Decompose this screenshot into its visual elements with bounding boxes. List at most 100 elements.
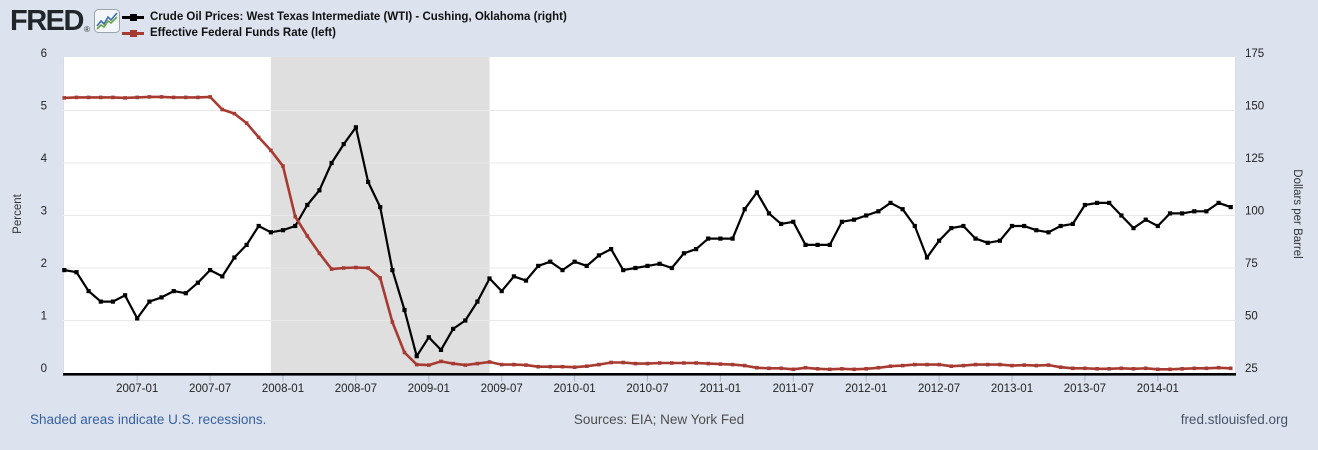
fedfunds-series-marker [1216,365,1221,370]
fedfunds-series-marker [560,364,565,369]
sources-text: Sources: EIA; New York Fed [573,412,745,427]
fedfunds-series-marker [62,96,67,100]
recession-note-text: Shaded areas indicate U.S. recessions. [30,412,267,427]
wti-series-marker [1167,211,1173,216]
wti-series-marker [62,268,67,273]
wti-series-marker [268,230,273,235]
legend-label-wti: Crude Oil Prices: West Texas Intermediat… [150,11,567,23]
right-axis-tick-label: 50 [1245,311,1258,323]
fedfunds-series-marker [305,234,310,238]
x-tick-label: 2007-07 [189,383,231,395]
wti-series-marker [803,242,808,247]
fedfunds-series-marker [414,362,419,367]
fedfunds-series-marker [487,360,492,364]
wti-series-marker [888,200,893,205]
wti-series-marker [609,247,614,252]
fedfunds-series-marker [621,360,625,365]
fedfunds-series-marker [682,361,686,365]
legend-label-fedfunds: Effective Federal Funds Rate (left) [150,27,336,39]
wti-series-marker [961,223,966,229]
left-axis-tick-label: 6 [41,48,47,60]
fedfunds-series-marker [86,95,91,100]
fedfunds-series-marker [427,363,431,367]
wti-series-marker [572,259,577,264]
fedfunds-series-marker [803,365,808,370]
wti-series-marker [669,265,674,271]
wti-series-marker [766,211,772,216]
fedfunds-series-marker [645,361,650,366]
fedfunds-series-marker [147,95,152,99]
wti-series-marker [293,223,298,229]
wti-series-marker [1180,211,1185,216]
wti-series-marker [305,202,310,208]
fedfunds-series-marker [1180,367,1184,371]
x-tick-label: 2014-01 [1137,383,1179,395]
wti-series-marker [839,219,844,224]
wti-series-marker [74,270,79,275]
wti-series-marker [1143,217,1148,222]
wti-series-marker [244,242,249,247]
right-axis-tick-label: 75 [1245,258,1258,270]
wti-series-marker [195,280,200,285]
fred-logo[interactable]: FRED ® [10,6,120,36]
fedfunds-series-marker [1071,366,1075,371]
wti-series-marker [475,299,480,304]
fedfunds-series-marker-icon [122,29,144,38]
fedfunds-series-marker [1095,367,1099,371]
x-tick-label: 2007-01 [116,383,158,395]
wti-series-marker-icon [122,13,144,22]
left-axis-tick-label: 1 [41,311,47,323]
registered-trademark-symbol: ® [83,25,90,34]
wti-series-marker [135,316,140,321]
fedfunds-series-marker [1143,366,1148,371]
fedfunds-series-marker [694,361,698,365]
wti-series-marker [900,207,905,212]
right-axis-title: Dollars per Barrel [1291,169,1303,258]
wti-series-marker [426,335,431,340]
fedfunds-series-marker [585,364,589,368]
wti-series-marker [560,268,565,273]
wti-series-marker [754,190,759,195]
wti-series-marker [232,255,237,260]
fedfunds-series-marker [196,95,200,100]
right-axis-tick-label: 150 [1245,101,1264,113]
wti-series-marker [584,263,589,268]
wti-series-marker [123,293,128,298]
wti-series-marker [791,219,796,224]
wti-series-marker [1046,230,1051,235]
fedfunds-series-marker [815,367,820,371]
chart-footer: Sources: EIA; New York Fed Shaded areas … [0,412,1318,434]
wti-series-marker [1058,223,1063,229]
wti-series-marker [1082,202,1087,208]
fedfunds-series-marker [1046,363,1051,367]
wti-series-marker [523,278,529,283]
fedfunds-series-marker [1228,366,1233,371]
wti-series-marker [256,223,261,229]
wti-series-marker [159,295,164,300]
x-tick-label: 2011-07 [773,383,814,395]
left-axis-tick-label: 2 [41,258,47,270]
fedfunds-series-marker [329,267,334,271]
fedfunds-series-marker [232,111,237,116]
right-axis-tick-label: 100 [1245,206,1264,218]
fedfunds-series-marker [961,363,966,368]
fedfunds-series-marker [852,367,856,372]
wti-series-marker [681,251,686,256]
wti-series-marker [402,307,407,313]
fedfunds-series-marker [99,95,103,100]
fedfunds-series-marker [354,265,358,270]
fedfunds-series-marker [1131,367,1136,371]
fedfunds-series-marker [876,365,881,370]
fedfunds-series-marker [888,364,893,368]
wti-series-marker [1095,200,1100,205]
wti-series-marker [1216,200,1221,205]
fedfunds-series-marker [208,95,212,99]
wti-series-marker [1009,223,1015,229]
wti-series-marker [827,242,832,247]
fedfunds-series-marker [512,362,516,367]
fedfunds-series-marker [123,96,127,100]
fedfunds-series-marker [475,361,480,366]
x-tick-label: 2010-07 [626,383,668,395]
fedfunds-series-marker [281,164,285,168]
